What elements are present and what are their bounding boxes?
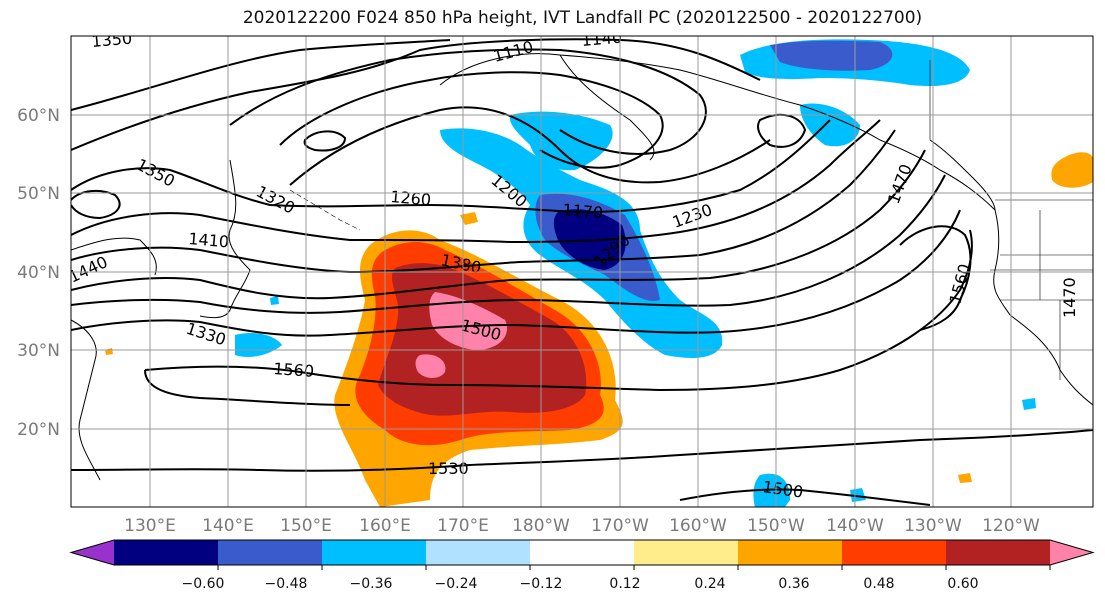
contour-label: 1260 (390, 187, 432, 209)
latitude-labels: 60°N 50°N 40°N 30°N 20°N (17, 106, 60, 440)
lon-label: 180°W (512, 516, 570, 536)
colorbar-tick-label: 0.48 (863, 576, 894, 592)
lon-label: 150°W (747, 516, 805, 536)
colorbar-segment (71, 540, 114, 565)
colorbar-segments (69, 539, 1095, 566)
colorbar-tick-label: 0.24 (694, 576, 725, 592)
contour-label: 1560 (273, 359, 315, 381)
contour-label: 1140 (581, 28, 623, 50)
lon-label: 120°W (982, 516, 1040, 536)
colorbar-tick-label: 0.36 (778, 576, 809, 592)
lon-label: 130°W (904, 516, 962, 536)
lon-label: 170°W (591, 516, 649, 536)
contour-label: 1170 (562, 200, 604, 222)
colorbar-tick-label: −0.24 (435, 576, 478, 592)
longitude-labels: 130°E 140°E 150°E 160°E 170°E 180°W 170°… (124, 516, 1040, 536)
colorbar-segment (634, 540, 739, 565)
colorbar-segment (1050, 540, 1093, 565)
colorbar-tick-label: −0.12 (520, 576, 563, 592)
lat-label: 50°N (17, 184, 60, 204)
lon-label: 160°W (669, 516, 727, 536)
colorbar-segment (322, 540, 427, 565)
lon-label: 150°E (280, 516, 332, 536)
colorbar-tick-label: 0.12 (609, 576, 640, 592)
colorbar-segment (426, 540, 531, 565)
map-title: 2020122200 F024 850 hPa height, IVT Land… (242, 8, 923, 28)
lat-label: 30°N (17, 341, 60, 361)
negative-ivt-shading (235, 39, 1036, 507)
contour-label: 1350 (91, 29, 133, 51)
contour-label: 1470 (1060, 277, 1079, 318)
colorbar-segment (946, 540, 1051, 565)
positive-ivt-shading (105, 152, 1093, 507)
colorbar-tick-label: −0.48 (265, 576, 308, 592)
colorbar-segment (114, 540, 219, 565)
height-contours (71, 38, 1093, 506)
colorbar-tick-label: −0.36 (350, 576, 393, 592)
lat-label: 60°N (17, 106, 60, 126)
lon-label: 170°E (437, 516, 489, 536)
colorbar-segment (218, 540, 323, 565)
colorbar-segment (530, 540, 635, 565)
graticule (71, 36, 1093, 507)
lon-label: 140°W (826, 516, 884, 536)
lat-label: 40°N (17, 263, 60, 283)
colorbar-tick-label: 0.60 (947, 576, 978, 592)
contour-label: 1410 (188, 229, 230, 251)
colorbar-outline (69, 539, 1095, 566)
lon-label: 130°E (124, 516, 176, 536)
colorbar-segment (842, 540, 947, 565)
map-panel: 1350 1110 1140 1350 1320 1260 1200 1170 … (70, 28, 1094, 508)
colorbar-segment (738, 540, 843, 565)
colorbar-ticks (217, 565, 1051, 570)
colorbar-labels: −0.60 −0.48 −0.36 −0.24 −0.12 0.12 0.24 … (182, 576, 979, 592)
colorbar: −0.60 −0.48 −0.36 −0.24 −0.12 0.12 0.24 … (69, 539, 1095, 592)
lon-label: 160°E (359, 516, 411, 536)
lon-label: 140°E (202, 516, 254, 536)
colorbar-tick-label: −0.60 (182, 576, 225, 592)
contour-label: 1530 (428, 459, 469, 478)
lat-label: 20°N (17, 420, 60, 440)
